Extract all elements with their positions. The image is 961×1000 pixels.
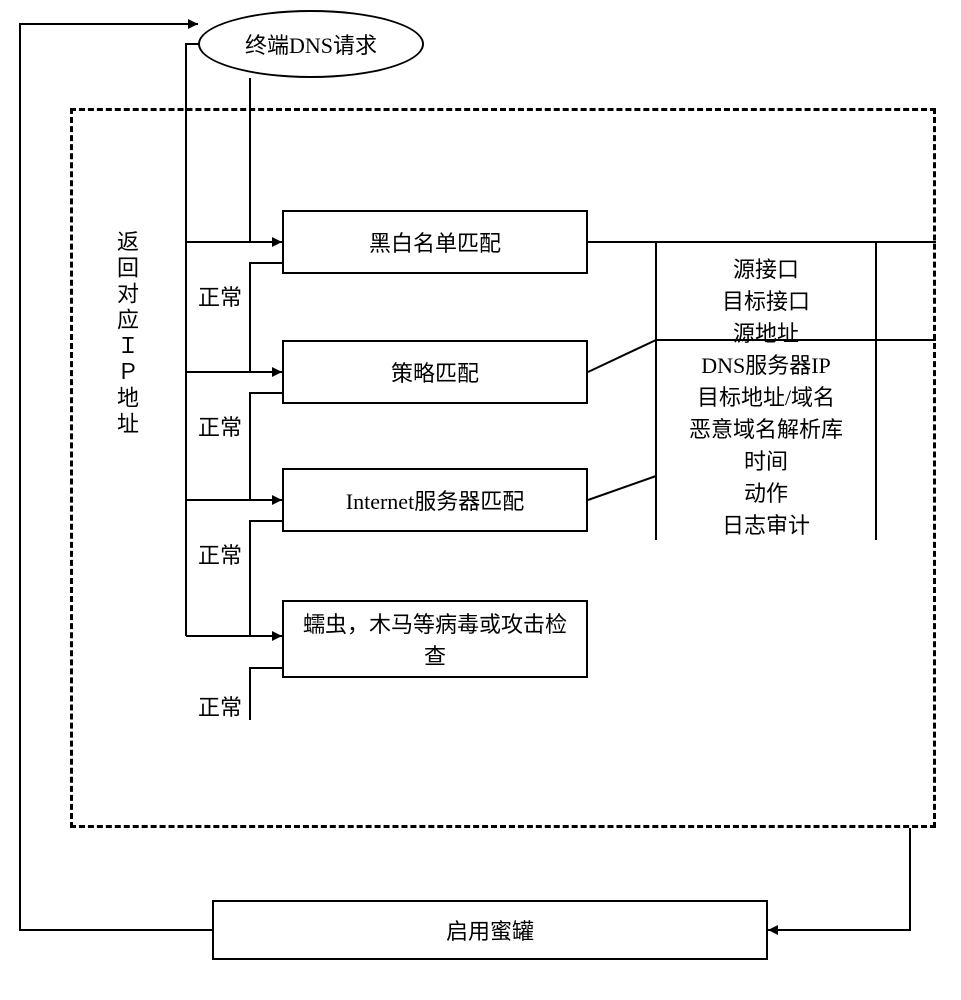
connectors-svg (0, 0, 961, 1000)
